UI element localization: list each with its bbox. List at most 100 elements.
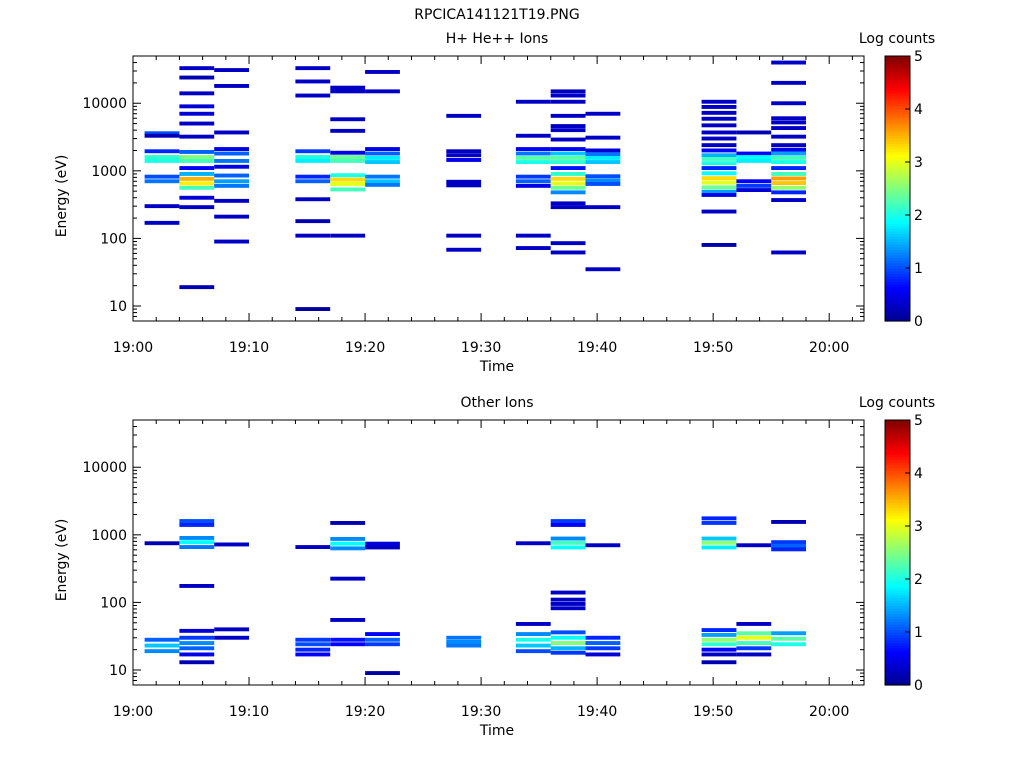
heatmap-bin xyxy=(214,159,249,163)
heatmap-bin xyxy=(515,133,551,138)
colorbar-segment xyxy=(885,106,910,110)
heatmap-bin xyxy=(179,646,215,651)
colorbar-segment xyxy=(885,63,910,68)
colorbar-segment xyxy=(885,109,910,113)
colorbar-segment xyxy=(885,502,910,506)
colorbar-tick-label: 5 xyxy=(914,413,923,429)
colorbar-segment xyxy=(885,573,910,577)
heatmap-bin xyxy=(736,159,772,163)
colorbar-segment xyxy=(885,175,910,179)
heatmap-bin xyxy=(330,637,366,642)
heatmap-bin xyxy=(701,193,737,197)
heatmap-bin xyxy=(446,113,482,118)
heatmap-bin xyxy=(701,185,737,190)
heatmap-bin xyxy=(515,637,551,642)
colorbar-segment xyxy=(885,608,910,612)
colorbar-segment xyxy=(885,275,910,280)
panel-other-ions: Other Ions 19:00 19:10 19:20 19:30 19:40 19:5… xyxy=(54,395,935,739)
heatmap-bin xyxy=(144,159,180,163)
heatmap-bin xyxy=(446,158,482,162)
colorbar-label: Log counts xyxy=(859,31,935,47)
colorbar-segment xyxy=(885,613,910,617)
colorbar-segment xyxy=(885,539,910,543)
colorbar-segment xyxy=(885,260,910,264)
heatmap-bin xyxy=(330,173,366,178)
colorbar-segment xyxy=(885,249,910,253)
colorbar-segment xyxy=(885,427,910,432)
heatmap-bin xyxy=(550,630,586,635)
heatmap-bin xyxy=(295,93,331,98)
colorbar-segment xyxy=(885,430,910,434)
colorbar-segment xyxy=(885,600,910,604)
colorbar-segment xyxy=(885,291,910,296)
heatmap-bin xyxy=(701,660,737,665)
colorbar-segment xyxy=(885,254,910,258)
colorbar-segment xyxy=(885,526,910,530)
heatmap-bin xyxy=(771,181,806,185)
colorbar-segment xyxy=(885,528,910,532)
colorbar-segment xyxy=(885,462,910,466)
heatmap-bin xyxy=(736,635,772,640)
heatmap-bin xyxy=(330,182,366,186)
colorbar-segment xyxy=(885,624,910,628)
heatmap-bin xyxy=(365,151,400,156)
colorbar-segment xyxy=(885,156,910,160)
heatmap-bin xyxy=(585,152,621,157)
heatmap-bin xyxy=(330,150,366,155)
colorbar-segment xyxy=(885,154,910,158)
heatmap-bin xyxy=(771,143,806,148)
heatmap-bin xyxy=(179,91,215,96)
y-tick-label: 10000 xyxy=(82,460,127,476)
heatmap-bin xyxy=(179,150,215,154)
colorbar-segment xyxy=(885,278,910,282)
colorbar-segment xyxy=(885,294,910,298)
colorbar-segment xyxy=(885,236,910,240)
colorbar-tick-label: 0 xyxy=(914,314,923,330)
heatmap-bin xyxy=(179,172,215,176)
colorbar-segment xyxy=(885,610,910,615)
heatmap-bin xyxy=(550,93,586,98)
heatmap-bin xyxy=(144,637,180,642)
colorbar-segment xyxy=(885,228,910,232)
colorbar-segment xyxy=(885,470,910,474)
heatmap-bin xyxy=(515,643,551,648)
colorbar-segment xyxy=(885,666,910,670)
colorbar-segment xyxy=(885,199,910,203)
heatmap-bin xyxy=(214,183,249,188)
colorbar-segment xyxy=(885,98,910,102)
colorbar-segment xyxy=(885,127,910,131)
heatmap-bin xyxy=(446,247,482,252)
heatmap-bin xyxy=(550,540,586,545)
colorbar-segment xyxy=(885,518,910,522)
colorbar-segment xyxy=(885,56,910,60)
heatmap-bin xyxy=(179,660,215,665)
heatmap-bin xyxy=(585,156,621,160)
colorbar-segment xyxy=(885,114,910,118)
heatmap-bin xyxy=(515,151,551,156)
colorbar-segment xyxy=(885,262,910,266)
colorbar-tick-label: 1 xyxy=(914,625,923,641)
heatmap-bin xyxy=(214,130,249,135)
heatmap-bin xyxy=(771,636,806,641)
heatmap-bin xyxy=(179,523,215,527)
heatmap-bin xyxy=(515,160,551,164)
x-tick-label: 19:00 xyxy=(113,340,153,356)
heatmap-bin xyxy=(515,174,551,179)
heatmap-bin xyxy=(701,521,737,525)
heatmap-bin xyxy=(295,637,331,642)
x-axis-label: Time xyxy=(479,723,514,739)
heatmap-bin xyxy=(701,157,737,161)
colorbar-segment xyxy=(885,180,910,184)
heatmap-bin xyxy=(550,124,586,128)
colorbar-segment xyxy=(885,188,910,192)
colorbar-segment xyxy=(885,451,910,456)
heatmap-bin xyxy=(771,166,806,170)
heatmap-bin xyxy=(585,135,621,140)
heatmap-bin xyxy=(701,166,737,170)
colorbar-segment xyxy=(885,488,910,493)
heatmap-bin xyxy=(585,160,621,164)
heatmap-bin xyxy=(550,606,586,611)
heatmap-bin xyxy=(515,246,551,250)
heatmap-bin xyxy=(585,178,621,183)
heatmap-bin xyxy=(771,116,806,121)
